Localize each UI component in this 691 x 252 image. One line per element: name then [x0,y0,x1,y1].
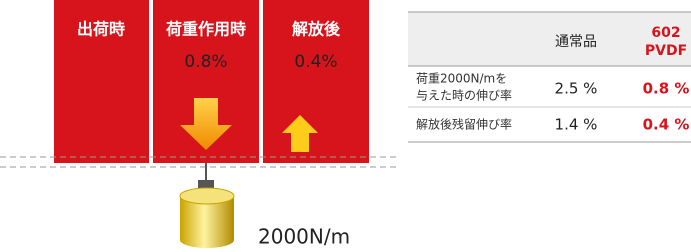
row-label: 荷重2000N/mを [416,72,507,86]
col-header: 通常品 [555,34,597,50]
cell: 0.8 % [643,80,690,98]
weight-label: 2000N/m [258,225,350,249]
hook [198,180,214,188]
col-header: PVDF [645,43,687,59]
panel-label: 出荷時 [77,20,125,39]
panel-value: 0.4% [294,52,337,72]
row-label: 与えた時の伸び率 [416,88,512,103]
cell: 2.5 % [555,80,598,98]
panel-label: 解放後 [292,20,341,39]
page: 出荷時 荷重作用時 解放後 0.8% 0.4% 2000N/m 通常品 602 … [0,0,691,252]
weight-top [180,188,234,204]
col-header: 602 [651,25,680,41]
row-label: 解放後残留伸び率 [416,117,512,132]
panel-label: 荷重作用時 [166,20,246,39]
panel-value: 0.8% [184,52,227,72]
cell: 0.4 % [643,116,690,134]
cell: 1.4 % [555,116,598,134]
